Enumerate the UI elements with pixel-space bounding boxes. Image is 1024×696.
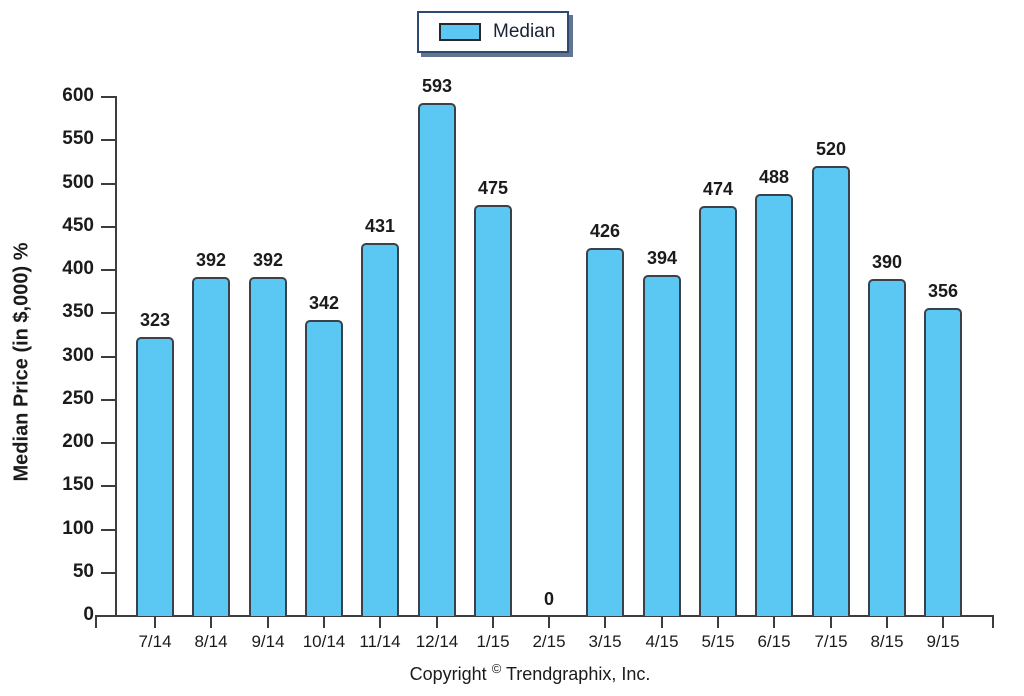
bar-value-label: 475: [477, 178, 509, 198]
x-tick-label: 3/15: [588, 632, 622, 651]
y-tick-label: 350: [62, 301, 94, 322]
y-tick-label: 300: [62, 345, 94, 366]
bar-6/15: [755, 194, 793, 616]
bar-9/15: [924, 308, 962, 616]
x-tick-label: 10/14: [302, 632, 346, 651]
bar-value-label: 593: [421, 76, 453, 96]
bar-12/14: [418, 103, 456, 616]
bar-value-label: 392: [195, 250, 227, 270]
x-tick: [773, 616, 775, 628]
bar-value-label: 356: [927, 281, 959, 301]
bar-4/15: [643, 275, 681, 616]
bar-value-label: 474: [702, 179, 734, 199]
x-tick: [886, 616, 888, 628]
legend: Median: [417, 11, 569, 53]
x-tick-label: 7/14: [138, 632, 172, 651]
x-tick-label: 9/15: [926, 632, 960, 651]
x-tick: [379, 616, 381, 628]
y-tick-label: 500: [62, 172, 94, 193]
x-axis-line: [95, 615, 994, 617]
x-tick-label: 11/14: [359, 632, 401, 651]
x-tick: [492, 616, 494, 628]
y-tick-label: 150: [62, 474, 94, 495]
bar-7/15: [812, 166, 850, 616]
bar-value-label: 488: [758, 167, 790, 187]
legend-swatch-median: [439, 23, 481, 41]
y-tick: [101, 139, 116, 141]
copyright-line: Copyright © Trendgraphix, Inc.: [18, 661, 1024, 685]
bar-9/14: [249, 277, 287, 616]
x-tick-label: 6/15: [757, 632, 791, 651]
copyright-suffix: Trendgraphix, Inc.: [505, 664, 651, 684]
y-tick: [101, 529, 116, 531]
x-axis-end-tick: [992, 615, 994, 628]
bar-value-label: 394: [646, 248, 678, 268]
bar-value-label: 390: [871, 252, 903, 272]
x-tick-label: 1/15: [476, 632, 510, 651]
x-axis-end-tick: [95, 615, 97, 628]
x-tick: [830, 616, 832, 628]
bar-value-label: 520: [815, 139, 847, 159]
bar-value-label: 431: [364, 216, 396, 236]
y-tick: [101, 183, 116, 185]
x-tick: [548, 616, 550, 628]
y-tick-label: 450: [62, 215, 94, 236]
bar-1/15: [474, 205, 512, 616]
y-tick: [101, 269, 116, 271]
y-tick-label: 200: [62, 431, 94, 452]
bar-value-label: 392: [252, 250, 284, 270]
y-tick: [101, 356, 116, 358]
x-tick-label: 2/15: [532, 632, 566, 651]
x-tick-label: 9/14: [251, 632, 285, 651]
y-axis-title: Median Price (in $,000) %: [10, 242, 33, 482]
x-tick-label: 12/14: [415, 632, 459, 651]
y-tick-label: 550: [62, 128, 94, 149]
y-tick: [101, 312, 116, 314]
bar-value-label: 342: [308, 293, 340, 313]
x-tick: [717, 616, 719, 628]
y-tick: [101, 96, 116, 98]
x-tick-label: 5/15: [701, 632, 735, 651]
bar-11/14: [361, 243, 399, 616]
y-tick: [101, 226, 116, 228]
x-tick: [661, 616, 663, 628]
bar-value-label: 0: [543, 589, 554, 609]
bar-value-label: 323: [139, 310, 171, 330]
bar-8/15: [868, 279, 906, 616]
x-tick: [604, 616, 606, 628]
bar-10/14: [305, 320, 343, 616]
y-tick: [101, 572, 116, 574]
copyright-symbol: ©: [491, 661, 502, 676]
y-tick-label: 600: [62, 85, 94, 106]
y-axis-line: [115, 96, 117, 617]
x-tick-label: 4/15: [645, 632, 679, 651]
x-tick: [267, 616, 269, 628]
bar-7/14: [136, 337, 174, 616]
bar-3/15: [586, 248, 624, 616]
legend-label-median: Median: [493, 21, 556, 42]
x-tick: [154, 616, 156, 628]
x-tick: [210, 616, 212, 628]
y-tick-label: 100: [62, 518, 94, 539]
bar-8/14: [192, 277, 230, 616]
copyright-prefix: Copyright: [409, 664, 487, 684]
x-tick: [436, 616, 438, 628]
y-tick: [101, 442, 116, 444]
y-tick: [101, 399, 116, 401]
x-tick-label: 8/15: [870, 632, 904, 651]
y-tick: [101, 485, 116, 487]
y-tick-label: 0: [83, 604, 94, 625]
y-tick-label: 50: [72, 561, 94, 582]
x-tick: [942, 616, 944, 628]
y-tick: [101, 615, 116, 617]
x-tick-label: 8/14: [194, 632, 228, 651]
y-tick-label: 400: [62, 258, 94, 279]
x-tick: [323, 616, 325, 628]
x-tick-label: 7/15: [814, 632, 848, 651]
y-tick-label: 250: [62, 388, 94, 409]
bar-value-label: 426: [589, 221, 621, 241]
bar-5/15: [699, 206, 737, 616]
